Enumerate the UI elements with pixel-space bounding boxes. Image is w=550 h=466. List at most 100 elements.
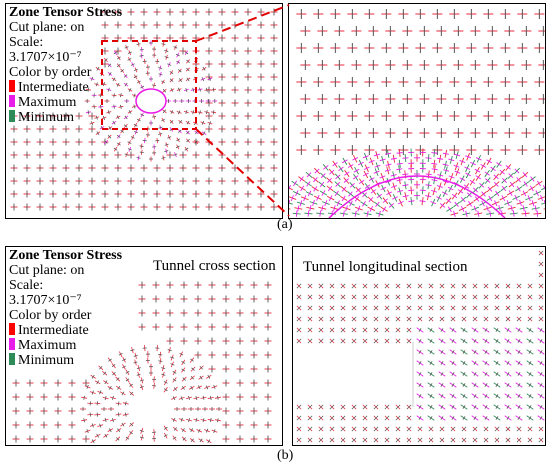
tensor-glyph [257,73,265,81]
tensor-glyph [466,145,477,155]
tensor-glyph [313,77,324,87]
tensor-glyph [257,190,265,198]
legend-color-by: Color by order [9,65,92,80]
tensor-glyph [460,327,468,333]
tensor-glyph [425,181,432,190]
tensor-glyph [222,351,230,359]
tensor-glyph [480,162,487,170]
tensor-glyph [244,34,252,42]
tensor-glyph [171,417,177,422]
tensor-glyph [318,205,327,212]
tensor-glyph [494,283,500,289]
tensor-glyph [493,382,501,388]
tensor-glyph [460,371,468,377]
tensor-glyph [373,404,379,410]
tensor-glyph [515,349,523,355]
tensor-glyph [395,316,401,322]
tensor-glyph [62,112,70,120]
tensor-glyph [84,429,91,434]
tensor-glyph [125,377,130,383]
tensor-glyph [417,316,423,322]
tensor-glyph [101,407,107,411]
tensor-glyph [314,194,322,201]
tensor-glyph [442,149,449,158]
tensor-glyph [292,210,301,217]
tensor-glyph [139,384,144,391]
tensor-glyph [152,150,157,156]
tensor-glyph [166,164,174,172]
tensor-glyph [379,173,386,181]
tensor-glyph [521,128,532,138]
tensor-glyph [222,421,230,429]
tensor-glyph [166,177,174,185]
tensor-glyph [208,365,216,373]
tensor-glyph [317,26,328,36]
tensor-glyph [270,99,278,107]
tensor-glyph [493,338,501,344]
tensor-glyph [94,380,101,385]
tensor-glyph [438,338,446,344]
tensor-glyph [180,428,187,433]
tunnel-outline [135,88,167,114]
tensor-glyph [163,379,168,386]
tensor-glyph [270,8,278,16]
tensor-glyph [384,283,390,289]
tensor-glyph [537,415,545,421]
tensor-glyph [231,21,239,29]
tensor-glyph [180,295,188,303]
tensor-glyph [180,309,188,317]
tensor-glyph [414,191,420,200]
tensor-glyph [257,86,265,94]
tensor-glyph [167,134,172,140]
tensor-glyph [166,295,174,303]
tensor-glyph [205,190,213,198]
tensor-glyph [200,395,207,400]
tensor-glyph [447,184,454,193]
tensor-glyph [406,316,412,322]
tensor-glyph [153,190,161,198]
tensor-glyph [98,365,104,371]
tensor-glyph [493,404,501,410]
tensor-glyph [186,59,190,64]
tensor-glyph [427,371,435,377]
tensor-glyph [169,127,174,132]
legend-cut-plane: Cut plane: on [9,20,85,35]
tensor-glyph [118,351,123,358]
tensor-glyph [465,152,472,161]
tensor-glyph [415,9,426,19]
tensor-glyph [231,164,239,172]
tensor-glyph [264,365,272,373]
tensor-glyph [483,426,489,432]
tensor-glyph [448,155,455,164]
tensor-glyph [264,281,272,289]
tensor-glyph [419,128,430,138]
tensor-glyph [207,395,214,400]
tensor-glyph [483,294,489,300]
tensor-glyph [486,157,492,166]
tensor-glyph [334,200,343,207]
tensor-glyph [406,426,412,432]
tensor-glyph [428,294,434,300]
tensor-glyph [270,47,278,55]
tensor-glyph [85,110,91,115]
tensor-glyph [250,337,258,345]
tensor-glyph [466,9,477,19]
tensor-glyph [517,9,528,19]
tensor-glyph [211,87,217,92]
tensor-glyph [538,250,544,256]
tensor-glyph [36,190,44,198]
tensor-glyph [81,418,88,423]
tensor-glyph [163,387,168,393]
tensor-glyph [166,309,174,317]
tensor-glyph [538,316,544,322]
tensor-glyph [475,155,482,163]
tensor-glyph [139,427,144,434]
tensor-glyph [181,359,186,366]
tensor-glyph [534,43,545,53]
tensor-glyph [500,185,508,192]
tensor-glyph [139,149,144,155]
caption-a: (a) [277,217,293,232]
tensor-glyph [483,43,494,53]
tensor-glyph [495,205,504,212]
tensor-glyph [419,159,426,168]
